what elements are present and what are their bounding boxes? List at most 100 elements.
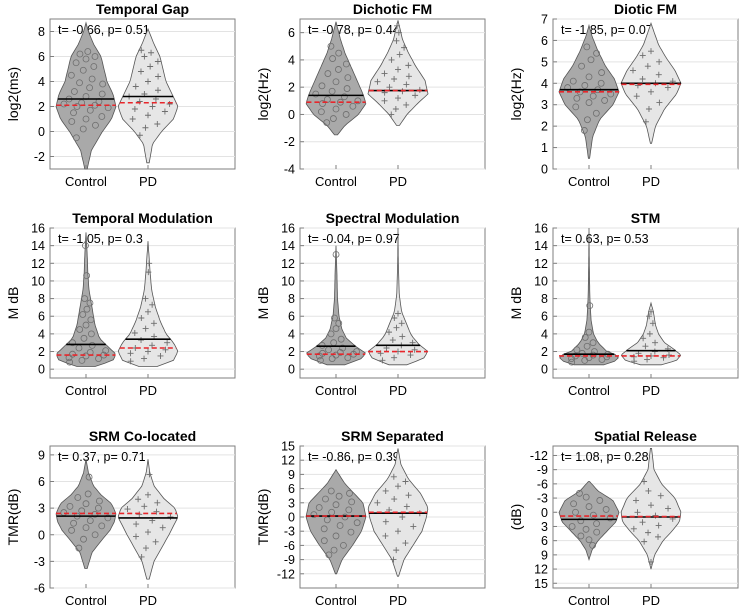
data-point-control	[82, 115, 90, 123]
data-point-control	[601, 97, 608, 104]
data-point-control	[606, 514, 614, 522]
y-tick-label: -9	[284, 553, 295, 567]
data-point-pd	[136, 511, 143, 518]
y-tick-label: 2	[38, 345, 45, 359]
data-point-pd	[402, 478, 409, 485]
data-point-control	[80, 535, 87, 543]
data-point-control	[596, 497, 604, 504]
data-point-pd	[398, 320, 405, 327]
data-point-control	[96, 497, 103, 505]
data-point-control	[104, 514, 112, 522]
y-tick-label: 9	[288, 468, 295, 482]
y-tick-label: 12	[534, 257, 548, 271]
data-point-pd	[127, 358, 134, 365]
x-category-label: PD	[139, 383, 157, 398]
y-tick-label: 1	[541, 141, 548, 155]
data-point-control	[76, 50, 84, 58]
y-axis-label: M dB	[5, 287, 21, 320]
data-point-control	[320, 525, 328, 533]
data-point-pd	[665, 505, 672, 512]
panel-0: -2 0 2 4 6 8 Temporal Gap log2(ms) t= -0.66, p= …	[5, 1, 236, 189]
data-point-control	[580, 127, 588, 134]
data-point-pd	[129, 116, 136, 122]
data-point-control	[91, 510, 99, 518]
y-tick-label: -9	[537, 463, 548, 477]
data-point-control	[324, 70, 332, 77]
y-tick-label: -2	[34, 150, 45, 164]
violin-control	[559, 228, 619, 366]
data-point-control	[332, 78, 340, 86]
data-point-pd	[146, 471, 153, 478]
x-category-label: Control	[568, 593, 610, 608]
data-point-pd	[405, 62, 412, 69]
x-category-label: PD	[389, 593, 407, 608]
violin-pd	[367, 448, 429, 577]
data-point-pd	[382, 518, 389, 525]
data-point-control	[586, 302, 594, 310]
data-point-control	[317, 108, 325, 116]
data-point-control	[585, 99, 593, 106]
data-point-pd	[641, 538, 648, 545]
data-point-pd	[142, 295, 149, 302]
data-point-pd	[395, 310, 401, 317]
data-point-pd	[655, 533, 662, 540]
data-point-pd	[405, 492, 412, 499]
data-point-control	[587, 56, 595, 64]
data-point-control	[317, 356, 324, 364]
data-point-control	[343, 85, 351, 92]
data-point-pd	[403, 101, 410, 108]
data-point-pd	[145, 491, 151, 498]
data-point-pd	[640, 335, 647, 342]
data-point-pd	[395, 29, 402, 36]
data-point-pd	[167, 514, 174, 520]
x-category-label: Control	[315, 174, 357, 189]
data-point-pd	[392, 106, 399, 112]
x-category-label: PD	[642, 174, 660, 189]
y-tick-label: 0	[541, 163, 548, 177]
data-point-pd	[388, 56, 395, 63]
data-point-control	[576, 489, 583, 497]
data-point-control	[70, 109, 77, 117]
data-point-control	[331, 314, 338, 322]
data-point-control	[94, 504, 102, 512]
x-category-label: PD	[139, 593, 157, 608]
data-point-pd	[138, 315, 145, 321]
y-tick-label: 0	[288, 108, 295, 122]
y-tick-label: 10	[534, 274, 548, 288]
data-point-control	[79, 66, 87, 74]
data-point-control	[583, 342, 591, 350]
data-point-pd	[131, 330, 138, 336]
data-point-pd	[390, 556, 397, 563]
data-point-control	[74, 494, 82, 501]
y-tick-label: 4	[541, 327, 548, 341]
data-point-control	[60, 100, 68, 108]
data-point-pd	[132, 83, 139, 90]
violin-control	[558, 23, 620, 159]
y-tick-label: 0	[38, 125, 45, 139]
data-point-control	[98, 90, 106, 98]
y-tick-label: 9	[541, 548, 548, 562]
data-point-pd	[154, 499, 161, 506]
data-point-control	[83, 272, 91, 280]
data-point-pd	[137, 68, 144, 75]
data-point-control	[82, 524, 90, 532]
data-point-pd	[641, 478, 648, 485]
data-point-pd	[633, 497, 639, 504]
y-tick-label: -3	[34, 555, 45, 569]
data-point-pd	[391, 496, 398, 503]
violin-pd	[117, 459, 179, 580]
data-point-control	[310, 511, 318, 519]
data-point-control	[577, 517, 585, 525]
data-point-pd	[124, 506, 131, 513]
y-tick-label: -4	[284, 163, 295, 177]
data-point-control	[340, 542, 347, 549]
data-point-pd	[127, 350, 134, 357]
data-point-pd	[648, 502, 654, 509]
panel-title: SRM Separated	[341, 428, 444, 444]
x-category-label: Control	[65, 174, 107, 189]
data-point-control	[88, 330, 95, 338]
data-point-pd	[395, 528, 401, 535]
data-point-pd	[159, 524, 166, 531]
data-point-control	[342, 111, 350, 118]
